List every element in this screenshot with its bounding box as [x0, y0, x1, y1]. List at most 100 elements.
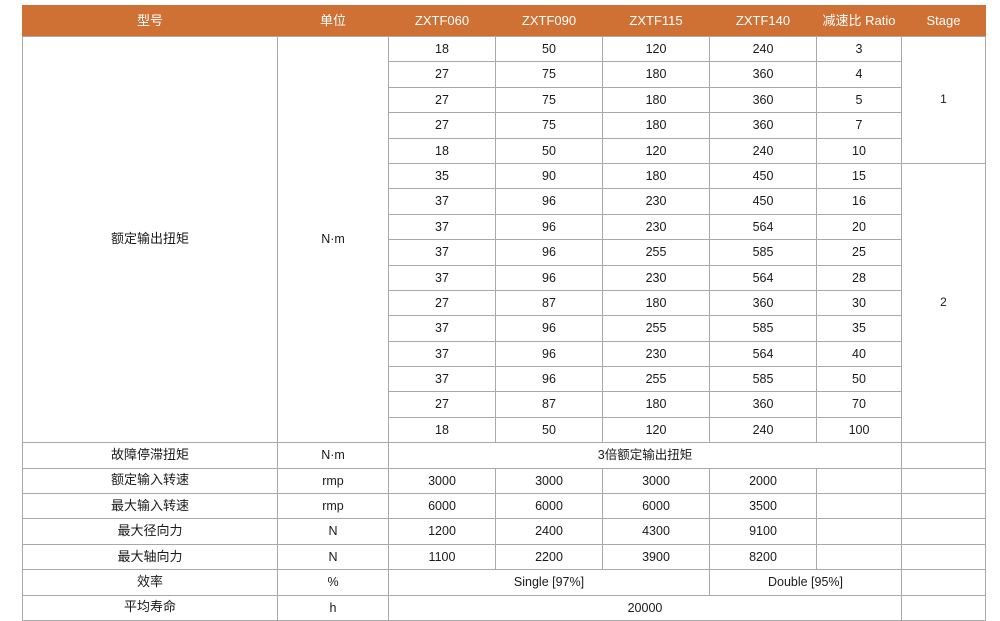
cell-zxtf115: 255	[602, 315, 710, 342]
spec-row-efficiency: 效率% Single [97%] Double [95%]	[22, 569, 986, 596]
torque-row: 27 75 180 360 4	[23, 61, 986, 88]
torque-row: 18 50 120 240 100	[23, 416, 986, 444]
row-unit-max-radial-force: N	[277, 518, 389, 545]
cell-zxtf090: 90	[495, 162, 603, 190]
cell-zxtf115: 180	[602, 162, 710, 190]
row-label-efficiency: 效率	[22, 569, 278, 596]
torque-row: 18 50 120 240 10	[23, 137, 986, 164]
cell-zxtf060: 27	[388, 391, 496, 418]
row-label-max-axial-force: 最大轴向力	[22, 543, 278, 571]
cell-ratio: 35	[816, 315, 902, 342]
cell-zxtf140: 450	[709, 162, 817, 190]
cell-zxtf060: 37	[388, 264, 496, 291]
torque-row: 37 96 255 585 50	[23, 366, 986, 393]
cell-ratio: 5	[816, 86, 902, 114]
spec-row-max-axial-force: 最大轴向力 N 1100 2200 3900 8200	[22, 543, 986, 571]
cell-zxtf140: 240	[709, 416, 817, 444]
header-zxtf090: ZXTF090	[495, 5, 603, 37]
cell-max-input-speed-stage	[901, 493, 986, 520]
cell-zxtf140: 240	[709, 35, 817, 63]
torque-row: 37 96 255 585 25	[23, 239, 986, 266]
header-model: 型号	[22, 5, 278, 37]
cell-zxtf060: 35	[388, 162, 496, 190]
cell-efficiency-part-0: Single [97%]	[388, 569, 710, 596]
spec-table-container: 型号 单位 ZXTF060 ZXTF090 ZXTF115 ZXTF140 减速…	[22, 5, 986, 621]
cell-max-radial-force-zxtf060: 1200	[388, 518, 496, 545]
cell-zxtf090: 75	[495, 61, 603, 88]
spec-row-max-input-speed: 最大输入转速 rmp 6000 6000 6000 3500	[22, 493, 986, 520]
cell-zxtf115: 120	[602, 416, 710, 444]
cell-zxtf090: 96	[495, 264, 603, 291]
header-stage: Stage	[901, 5, 986, 37]
cell-zxtf115: 120	[602, 35, 710, 63]
row-unit-stall-torque: N·m	[277, 442, 389, 469]
cell-zxtf060: 27	[388, 289, 496, 317]
cell-ratio: 3	[816, 35, 902, 63]
cell-zxtf140: 360	[709, 391, 817, 418]
cell-zxtf140: 360	[709, 289, 817, 317]
spec-row-stall-torque: 故障停滞扭矩 N·m 3倍额定输出扭矩	[22, 442, 986, 469]
cell-max-axial-force-stage	[901, 543, 986, 571]
torque-row: 27 87 180 360 70	[23, 391, 986, 418]
cell-max-radial-force-stage	[901, 518, 986, 545]
cell-rated-input-speed-zxtf060: 3000	[388, 467, 496, 495]
cell-zxtf090: 96	[495, 366, 603, 393]
cell-average-life-value: 20000	[388, 594, 902, 621]
spec-row-average-life: 平均寿命 h 20000	[22, 594, 986, 621]
cell-average-life-stage	[901, 594, 986, 621]
cell-rated-input-speed-ratio	[816, 467, 902, 495]
cell-zxtf090: 75	[495, 86, 603, 114]
header-zxtf115: ZXTF115	[602, 5, 710, 37]
cell-zxtf060: 18	[388, 35, 496, 63]
cell-zxtf140: 360	[709, 112, 817, 139]
cell-zxtf140: 564	[709, 213, 817, 241]
row-unit-max-input-speed: rmp	[277, 493, 389, 520]
cell-efficiency-stage	[901, 569, 986, 596]
cell-zxtf060: 37	[388, 340, 496, 368]
cell-rated-input-speed-zxtf140: 2000	[709, 467, 817, 495]
torque-row: 27 75 180 360 7	[23, 112, 986, 139]
row-label-max-radial-force: 最大径向力	[22, 518, 278, 545]
row-unit-rated-output-torque: N·m	[277, 35, 389, 444]
cell-zxtf060: 18	[388, 416, 496, 444]
cell-zxtf140: 564	[709, 264, 817, 291]
cell-rated-input-speed-zxtf115: 3000	[602, 467, 710, 495]
cell-zxtf140: 585	[709, 366, 817, 393]
spec-row-rated-input-speed: 额定输入转速 rmp 3000 3000 3000 2000	[22, 467, 986, 495]
cell-max-radial-force-zxtf090: 2400	[495, 518, 603, 545]
row-unit-max-axial-force: N	[277, 543, 389, 571]
row-label-average-life: 平均寿命	[22, 594, 278, 621]
cell-zxtf090: 87	[495, 289, 603, 317]
cell-zxtf140: 240	[709, 137, 817, 164]
cell-ratio: 40	[816, 340, 902, 368]
header-ratio: 减速比 Ratio	[816, 5, 902, 37]
header-zxtf060: ZXTF060	[388, 5, 496, 37]
torque-row: 额定输出扭矩 N·m 18 50 120 240 3 1	[22, 35, 986, 444]
stage-cell-2: 2	[901, 162, 986, 444]
cell-zxtf115: 120	[602, 137, 710, 164]
cell-zxtf060: 37	[388, 188, 496, 215]
torque-row: 37 96 230 450 16	[23, 188, 986, 215]
gearbox-spec-table: 型号 单位 ZXTF060 ZXTF090 ZXTF115 ZXTF140 减速…	[22, 5, 986, 621]
cell-zxtf115: 255	[602, 366, 710, 393]
header-zxtf140: ZXTF140	[709, 5, 817, 37]
cell-zxtf090: 50	[495, 416, 603, 444]
cell-stall-torque-stage	[901, 442, 986, 469]
cell-zxtf140: 360	[709, 61, 817, 88]
cell-zxtf090: 50	[495, 35, 603, 63]
cell-ratio: 7	[816, 112, 902, 139]
cell-zxtf115: 230	[602, 264, 710, 291]
cell-efficiency-part-1: Double [95%]	[709, 569, 902, 596]
row-unit-average-life: h	[277, 594, 389, 621]
cell-max-input-speed-zxtf090: 6000	[495, 493, 603, 520]
cell-zxtf140: 585	[709, 315, 817, 342]
cell-max-input-speed-zxtf140: 3500	[709, 493, 817, 520]
cell-zxtf115: 180	[602, 289, 710, 317]
row-label-max-input-speed: 最大输入转速	[22, 493, 278, 520]
cell-zxtf060: 37	[388, 239, 496, 266]
cell-zxtf060: 18	[388, 137, 496, 164]
cell-max-axial-force-zxtf115: 3900	[602, 543, 710, 571]
cell-rated-input-speed-zxtf090: 3000	[495, 467, 603, 495]
torque-row: 37 96 255 585 35	[23, 315, 986, 342]
cell-zxtf090: 96	[495, 213, 603, 241]
